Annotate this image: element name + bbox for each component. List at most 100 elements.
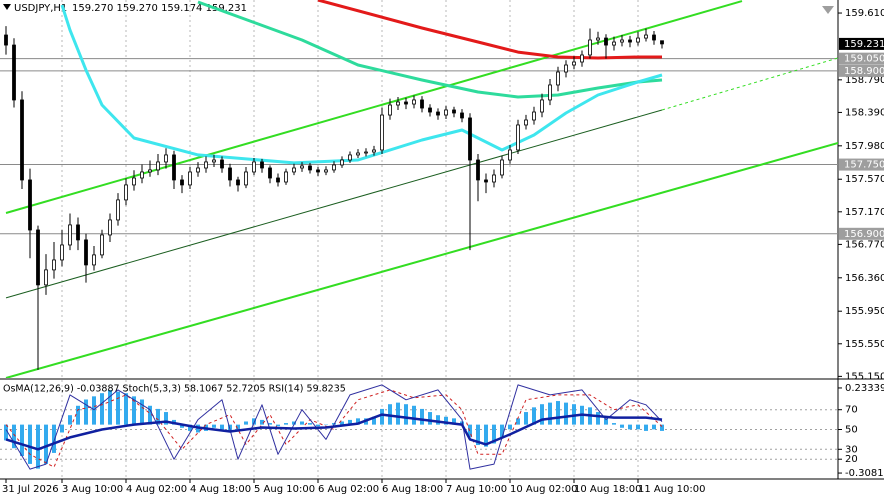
y-tick-label: 155.950: [845, 306, 884, 317]
osma-bar: [12, 424, 16, 449]
y-tick-label: 157.170: [845, 207, 884, 218]
x-tick-label: 10 Aug 18:00: [574, 484, 641, 495]
candle-body: [388, 104, 392, 116]
y-tick-label: 157.570: [845, 174, 884, 185]
osma-bar: [244, 421, 248, 425]
candle-body: [332, 164, 336, 171]
candle-body: [348, 154, 352, 161]
osma-bar: [276, 424, 280, 427]
candle-body: [380, 114, 384, 151]
level-tag: [839, 64, 884, 77]
osma-bar: [436, 415, 440, 425]
candle-body: [476, 159, 480, 181]
y-tick-label: 20: [845, 454, 858, 465]
osma-bar: [116, 391, 120, 425]
candle-body: [508, 149, 512, 161]
chart-title: USDJPY,H1: [14, 3, 67, 14]
osma-bar: [420, 408, 424, 425]
osma-bar: [644, 424, 648, 431]
candle-body: [4, 34, 8, 46]
candle-body: [588, 39, 592, 56]
osma-bar: [92, 396, 96, 425]
candle-body: [188, 171, 192, 186]
osma-bar: [156, 408, 160, 425]
osma-bar: [44, 424, 48, 464]
candle-body: [372, 149, 376, 153]
overlay-line: [317, 0, 662, 60]
osma-bar: [316, 424, 320, 427]
osma-bar: [308, 423, 312, 425]
price-plot: [0, 0, 838, 378]
osma-bar: [212, 424, 216, 428]
candle-body: [196, 167, 200, 173]
level-label: 156.900: [844, 229, 884, 240]
candle-body: [532, 111, 536, 121]
osma-bar: [108, 390, 112, 425]
y-tick-label: 70: [845, 405, 858, 416]
osma-bar: [460, 421, 464, 425]
y-tick-label: 159.610: [845, 8, 884, 19]
y-tick-label: 30: [845, 444, 858, 455]
osma-bar: [500, 424, 504, 438]
osma-bar: [260, 419, 264, 425]
candle-body: [36, 229, 40, 286]
y-tick-label: 155.550: [845, 339, 884, 350]
oscillator-line: [5, 389, 663, 468]
osma-bar: [60, 424, 64, 433]
candle-body: [556, 71, 560, 86]
level-tag: [839, 52, 884, 65]
candle-body: [356, 152, 360, 156]
osma-bar: [428, 412, 432, 425]
candle-body: [100, 234, 104, 256]
candle-body: [236, 179, 240, 186]
candle-body: [572, 61, 576, 66]
candle-body: [164, 154, 168, 163]
x-tick-label: 4 Aug 18:00: [190, 484, 251, 495]
candle-body: [500, 159, 504, 176]
candle-body: [220, 159, 224, 169]
candle-body: [516, 124, 520, 151]
candle-body: [140, 171, 144, 179]
candle-body: [108, 219, 112, 236]
osma-bar: [236, 424, 240, 431]
osma-bar: [180, 424, 184, 428]
osma-bar: [468, 424, 472, 438]
y-tick-label: 50: [845, 425, 858, 436]
osma-bar: [4, 424, 8, 441]
x-tick-label: 4 Aug 02:00: [126, 484, 187, 495]
candle-body: [276, 177, 280, 183]
osma-bar: [508, 424, 512, 430]
osma-bar: [100, 393, 104, 425]
oscillator-line: [5, 384, 663, 470]
candle-body: [484, 179, 488, 183]
osma-bar: [140, 399, 144, 425]
y-tick-label: 158.790: [845, 75, 884, 86]
osma-bar: [404, 404, 408, 425]
y2-tick-label: -0.30816: [845, 468, 884, 479]
candle-body: [628, 39, 632, 43]
candle-body: [412, 99, 416, 105]
candle-body: [260, 161, 264, 169]
candle-body: [620, 39, 624, 43]
osma-bar: [292, 421, 296, 425]
osma-bar: [548, 402, 552, 425]
candle-body: [68, 224, 72, 246]
candle-body: [324, 169, 328, 173]
candle-body: [204, 161, 208, 169]
candle-body: [76, 224, 80, 241]
osma-bar: [492, 424, 496, 444]
osma-bar: [412, 405, 416, 425]
osma-bar: [28, 424, 32, 464]
x-tick-label: 10 Aug 02:00: [510, 484, 577, 495]
candle-body: [92, 254, 96, 266]
overlay-line: [60, 4, 663, 165]
menu-arrow[interactable]: [3, 4, 11, 10]
candle-body: [20, 99, 24, 181]
osma-bar: [252, 418, 256, 425]
candle-body: [404, 101, 408, 105]
osma-bar: [652, 424, 656, 430]
osma-bar: [596, 412, 600, 425]
candle-body: [436, 111, 440, 116]
chart-shift-marker[interactable]: [822, 6, 834, 14]
candle-body: [364, 151, 368, 154]
